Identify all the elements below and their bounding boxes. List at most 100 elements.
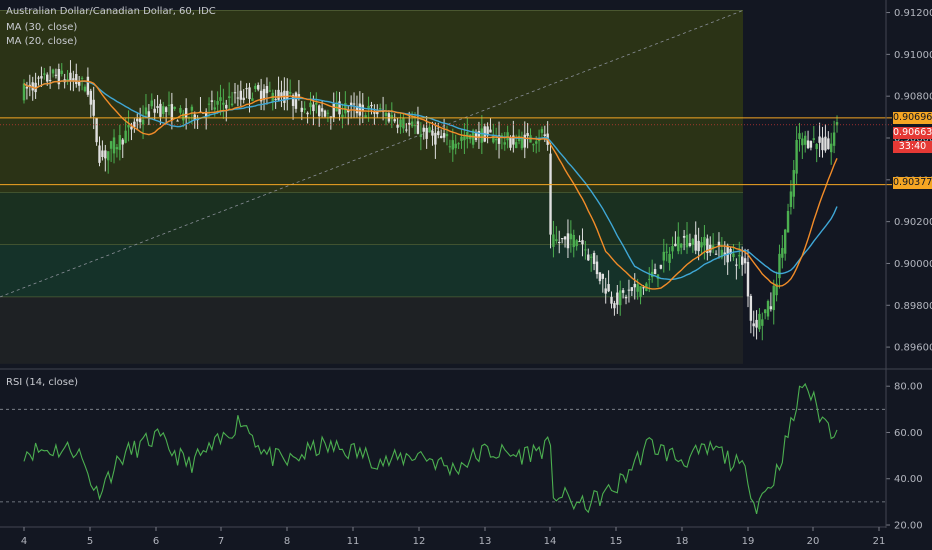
candle-body xyxy=(384,112,388,116)
candle-body xyxy=(506,132,509,141)
candle-body xyxy=(697,240,700,252)
candle-body xyxy=(471,130,475,145)
candle-body xyxy=(376,111,379,115)
candle-body xyxy=(624,296,628,299)
candle-body xyxy=(824,136,827,151)
candle-body xyxy=(619,290,622,306)
ma20-legend: MA (20, close) xyxy=(6,36,78,47)
candle-body xyxy=(141,119,145,125)
candle-body xyxy=(711,245,715,249)
candle-body xyxy=(616,292,619,305)
candle-body xyxy=(358,103,362,116)
candle-body xyxy=(109,141,113,149)
time-axis-tick-label: 21 xyxy=(873,536,886,547)
candle-body xyxy=(92,99,95,116)
candle-body xyxy=(277,89,280,100)
candle-body xyxy=(746,261,750,297)
candle-body xyxy=(648,278,651,280)
candle-body xyxy=(318,105,321,117)
candle-body xyxy=(639,286,642,297)
candle-body xyxy=(772,285,775,311)
candle-body xyxy=(540,129,544,133)
candle-body xyxy=(515,142,518,149)
candle-body xyxy=(598,272,602,282)
candle-body xyxy=(601,273,604,279)
candle-body xyxy=(581,240,584,245)
candle-body xyxy=(396,124,399,128)
fib-zone-2 xyxy=(0,192,743,245)
candle-body xyxy=(370,104,373,107)
rsi-legend: RSI (14, close) xyxy=(6,377,79,388)
candle-body xyxy=(107,151,110,161)
candles-group xyxy=(22,60,839,341)
candle-body xyxy=(448,146,452,148)
candle-body xyxy=(442,133,446,138)
candle-body xyxy=(589,256,593,258)
candle-body xyxy=(309,102,312,108)
candle-body xyxy=(347,109,350,113)
candle-body xyxy=(587,254,590,261)
candle-body xyxy=(492,134,495,143)
candle-body xyxy=(778,253,781,279)
candle-body xyxy=(236,97,240,99)
candle-body xyxy=(431,130,434,136)
time-axis-tick-label: 15 xyxy=(610,536,623,547)
candle-body xyxy=(607,284,610,292)
candle-body xyxy=(489,129,492,133)
price-axis-tick-label: 0.89600 xyxy=(894,343,932,354)
candle-body xyxy=(257,85,260,90)
candle-body xyxy=(740,256,744,265)
candle-body xyxy=(364,115,367,118)
candle-body xyxy=(101,150,104,157)
candle-body xyxy=(494,139,498,141)
rsi-axis-tick-label: 40.00 xyxy=(894,474,923,485)
rsi-axis-tick-label: 20.00 xyxy=(894,521,923,532)
candle-body xyxy=(795,139,798,174)
candle-body xyxy=(671,246,674,252)
candle-body xyxy=(552,234,555,247)
candle-body xyxy=(789,191,793,207)
candle-body xyxy=(613,303,616,309)
candle-body xyxy=(34,82,37,93)
candle-body xyxy=(144,107,148,115)
time-axis-tick-label: 8 xyxy=(284,536,290,547)
candle-body xyxy=(60,70,63,75)
candle-body xyxy=(766,300,770,317)
candle-body xyxy=(323,110,327,117)
candle-body xyxy=(700,242,703,248)
candle-body xyxy=(703,237,706,246)
candle-body xyxy=(251,98,254,101)
candle-body xyxy=(75,74,78,85)
candle-body xyxy=(503,142,506,145)
candle-body xyxy=(104,150,107,159)
candle-body xyxy=(291,95,295,106)
candle-body xyxy=(150,100,153,107)
candle-body xyxy=(288,92,292,94)
fib-zone-4 xyxy=(0,296,743,364)
candle-body xyxy=(463,136,466,141)
ma30-legend: MA (30, close) xyxy=(6,22,78,33)
candle-body xyxy=(694,234,697,251)
candle-body xyxy=(184,108,188,119)
candle-body xyxy=(37,77,40,79)
candle-body xyxy=(804,135,807,145)
candle-body xyxy=(387,113,391,122)
candle-body xyxy=(138,118,142,123)
candle-body xyxy=(549,153,552,235)
time-axis-tick-label: 14 xyxy=(544,536,557,547)
candle-body xyxy=(555,239,558,241)
candle-body xyxy=(769,306,773,310)
candle-body xyxy=(153,108,156,113)
candle-body xyxy=(659,264,663,269)
candle-body xyxy=(457,143,460,145)
last-price-tag: 0.90663 xyxy=(893,127,932,139)
candle-body xyxy=(210,100,214,102)
candle-body xyxy=(621,290,625,293)
candle-body xyxy=(179,107,182,113)
candle-body xyxy=(569,233,573,240)
candle-body xyxy=(743,258,747,264)
candle-body xyxy=(315,102,318,105)
symbol-title: Australian Dollar/Canadian Dollar, 60, I… xyxy=(6,6,216,17)
candle-body xyxy=(69,72,72,82)
